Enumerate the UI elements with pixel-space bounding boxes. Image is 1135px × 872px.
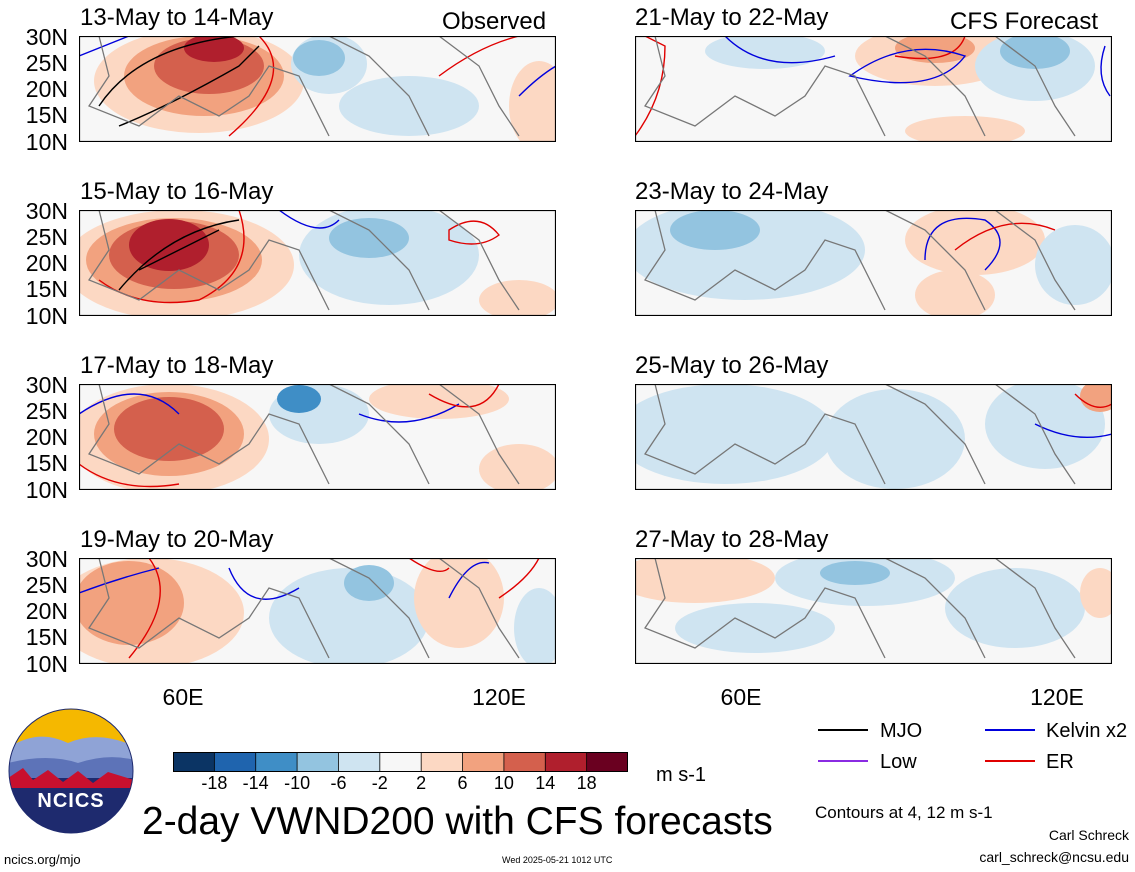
map-panel-6 xyxy=(635,210,1112,316)
map-panel-4 xyxy=(79,558,556,664)
author-name: Carl Schreck xyxy=(1048,827,1129,843)
panel-title-8: 27-May to 28-May xyxy=(635,526,829,553)
panel-title-5: 21-May to 22-May xyxy=(635,4,829,31)
lat-label-30n: 30N xyxy=(25,372,68,398)
map-panel-1 xyxy=(79,36,556,142)
lon-label-120e: 120E xyxy=(1030,684,1084,710)
lat-label-30n: 30N xyxy=(25,24,68,50)
logo-text: NCICS xyxy=(37,790,105,812)
colorbar-tick-label: 18 xyxy=(576,773,597,793)
colorbar-swatch xyxy=(173,752,216,772)
lat-label-15n: 15N xyxy=(25,450,68,476)
lat-label-30n: 30N xyxy=(25,198,68,224)
cfs-forecast-label: CFS Forecast xyxy=(950,8,1099,35)
colorbar-tick-label: 14 xyxy=(535,773,556,793)
lat-label-10n: 10N xyxy=(25,477,68,503)
legend-swatches-left xyxy=(818,729,868,762)
panel-title-7: 25-May to 26-May xyxy=(635,352,829,379)
lon-label-60e: 60E xyxy=(720,684,762,710)
legend-er: ER xyxy=(1046,751,1074,773)
lat-label-10n: 10N xyxy=(25,651,68,677)
author-email[interactable]: carl_schreck@ncsu.edu xyxy=(979,849,1129,865)
panel-title-3: 17-May to 18-May xyxy=(80,352,274,379)
lat-label-15n: 15N xyxy=(25,624,68,650)
timestamp: Wed 2025-05-21 1012 UTC xyxy=(502,855,613,865)
figure-title: 2-day VWND200 with CFS forecasts xyxy=(142,800,773,843)
legend-mjo: MJO xyxy=(880,720,923,742)
colorbar-tick-label: -2 xyxy=(371,773,388,793)
lat-label-15n: 15N xyxy=(25,276,68,302)
colorbar xyxy=(173,752,628,772)
legend-kelvin: Kelvin x2 xyxy=(1046,720,1128,742)
colorbar-tick-label: 6 xyxy=(457,773,468,793)
lat-label-25n: 25N xyxy=(25,572,68,598)
observed-label: Observed xyxy=(442,8,547,35)
panel-title-4: 19-May to 20-May xyxy=(80,526,274,553)
colorbar-swatch xyxy=(338,752,381,772)
panel-title-2: 15-May to 16-May xyxy=(80,178,274,205)
lon-label-60e: 60E xyxy=(162,684,204,710)
lat-label-20n: 20N xyxy=(25,598,68,624)
colorbar-tick-label: -14 xyxy=(242,773,269,793)
colorbar-tick-label: -10 xyxy=(284,773,311,793)
colorbar-swatch xyxy=(213,752,257,772)
lat-label-25n: 25N xyxy=(25,224,68,250)
colorbar-tick-label: 2 xyxy=(416,773,427,793)
map-panel-7 xyxy=(635,384,1112,490)
lat-label-25n: 25N xyxy=(25,398,68,424)
colorbar-swatch xyxy=(462,752,505,772)
colorbar-tick-label: -6 xyxy=(330,773,347,793)
lat-label-25n: 25N xyxy=(25,50,68,76)
lat-label-20n: 20N xyxy=(25,424,68,450)
colorbar-swatch xyxy=(379,752,423,772)
lat-label-20n: 20N xyxy=(25,250,68,276)
colorbar-swatch xyxy=(586,752,628,772)
colorbar-swatch xyxy=(420,752,464,772)
legend-low: Low xyxy=(880,751,917,773)
map-panel-8 xyxy=(635,558,1112,664)
map-panel-5 xyxy=(635,36,1112,142)
lat-label-30n: 30N xyxy=(25,546,68,572)
colorbar-swatch xyxy=(296,752,340,772)
colorbar-swatch xyxy=(255,752,298,772)
lat-label-20n: 20N xyxy=(25,76,68,102)
ncics-logo xyxy=(8,708,134,834)
colorbar-tick-label: 10 xyxy=(493,773,514,793)
colorbar-swatch xyxy=(544,752,588,772)
colorbar-swatch xyxy=(503,752,547,772)
contours-note: Contours at 4, 12 m s-1 xyxy=(815,803,993,822)
lat-label-15n: 15N xyxy=(25,102,68,128)
lat-label-10n: 10N xyxy=(25,129,68,155)
lon-label-120e: 120E xyxy=(472,684,526,710)
website-link[interactable]: ncics.org/mjo xyxy=(4,852,81,867)
colorbar-units: m s-1 xyxy=(656,764,706,786)
legend-swatches-right xyxy=(985,729,1035,762)
colorbar-tick-label: -18 xyxy=(201,773,228,793)
lat-label-10n: 10N xyxy=(25,303,68,329)
panel-title-6: 23-May to 24-May xyxy=(635,178,829,205)
panel-title-1: 13-May to 14-May xyxy=(80,4,274,31)
map-panel-3 xyxy=(79,384,556,490)
map-panel-2 xyxy=(79,210,556,316)
